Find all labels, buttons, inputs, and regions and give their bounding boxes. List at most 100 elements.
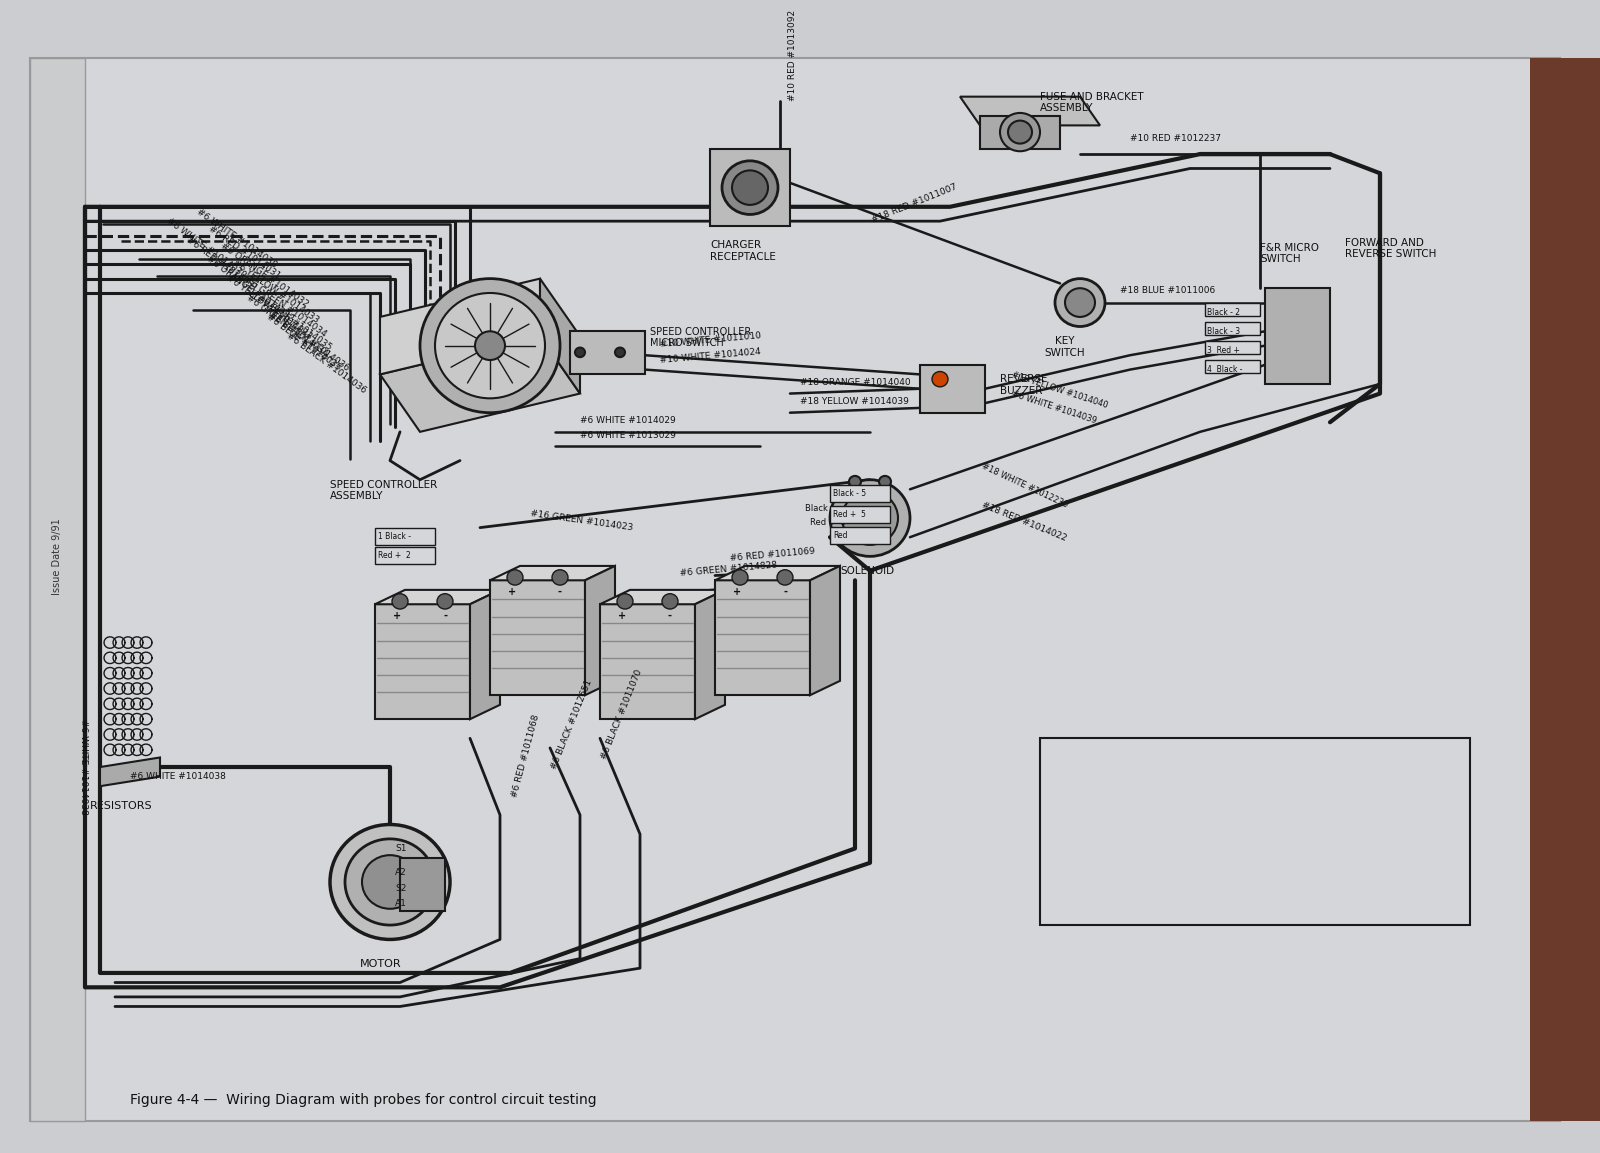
Text: Red: Red (834, 530, 848, 540)
Bar (1205, 360, 1261, 374)
Text: F&R MICRO
SWITCH: F&R MICRO SWITCH (1261, 242, 1318, 264)
Bar (1205, 341, 1261, 354)
Text: #6 WHITE #1014029: #6 WHITE #1014029 (579, 416, 675, 425)
Circle shape (1000, 113, 1040, 151)
Circle shape (722, 160, 778, 214)
Text: -: - (558, 587, 562, 597)
Text: 4  Black -: 4 Black - (1206, 366, 1243, 374)
Text: #6 BLACK #1014036: #6 BLACK #1014036 (285, 331, 368, 395)
Text: KEY
SWITCH: KEY SWITCH (1045, 336, 1085, 357)
Text: #6 ORANGE #1014032: #6 ORANGE #1014032 (219, 241, 310, 309)
Polygon shape (541, 279, 579, 393)
Text: #6 YELLOW #1014033: #6 YELLOW #1014033 (230, 258, 320, 325)
Polygon shape (715, 580, 810, 695)
Text: FORWARD AND
REVERSE SWITCH: FORWARD AND REVERSE SWITCH (1346, 238, 1437, 259)
Text: Vehicles with serial: Vehicles with serial (1106, 762, 1202, 773)
Polygon shape (490, 566, 614, 580)
Text: #6 WHITE #1013029: #6 WHITE #1013029 (579, 430, 675, 439)
Polygon shape (694, 590, 725, 719)
Text: #6 WHITE #1014038: #6 WHITE #1014038 (130, 771, 226, 781)
Text: #18 ORANGE #1014040: #18 ORANGE #1014040 (800, 378, 910, 387)
Text: 167515 have one additional: 167515 have one additional (1054, 808, 1192, 819)
Circle shape (733, 570, 749, 585)
Text: #6 GREEN #1014828: #6 GREEN #1014828 (680, 560, 778, 579)
Text: #10 RED #1013092: #10 RED #1013092 (787, 10, 797, 101)
Text: SOLENOID: SOLENOID (840, 566, 894, 576)
Circle shape (435, 293, 546, 398)
Polygon shape (381, 336, 579, 432)
Polygon shape (600, 590, 725, 604)
Text: #6 WHITE #1014039: #6 WHITE #1014039 (1010, 390, 1098, 425)
Polygon shape (490, 580, 586, 695)
Circle shape (662, 594, 678, 609)
Text: #6 RED #1011068: #6 RED #1011068 (510, 714, 541, 798)
Text: #6 RED #1011069: #6 RED #1011069 (730, 547, 814, 563)
Circle shape (475, 331, 506, 360)
Text: #10 WHITE #1011010: #10 WHITE #1011010 (659, 331, 762, 348)
Text: Red +  5: Red + 5 (810, 519, 846, 527)
Text: Figure 4-4 —  Wiring Diagram with probes for control circuit testing: Figure 4-4 — Wiring Diagram with probes … (130, 1093, 597, 1107)
Circle shape (618, 594, 634, 609)
Text: A2: A2 (395, 867, 406, 876)
Text: #6 RED #1014031: #6 RED #1014031 (206, 224, 282, 280)
Bar (1205, 322, 1261, 336)
Circle shape (330, 824, 450, 940)
Text: 3  Red +: 3 Red + (1206, 346, 1240, 355)
Text: Red +  2: Red + 2 (378, 551, 411, 560)
Text: #10 RED #1012237: #10 RED #1012237 (1130, 134, 1221, 143)
Polygon shape (810, 566, 840, 695)
Text: #16 GREEN #1014023: #16 GREEN #1014023 (530, 510, 634, 533)
Text: resistor as shown by the: resistor as shown by the (1054, 830, 1174, 841)
Polygon shape (470, 590, 499, 719)
Text: #6 BLUE #1014035: #6 BLUE #1014035 (264, 312, 342, 372)
Text: #6 GREEN #1014034: #6 GREEN #1014034 (245, 293, 330, 357)
Circle shape (1054, 279, 1106, 326)
Bar (1205, 302, 1261, 316)
Text: #6 ORANGE #1014032: #6 ORANGE #1014032 (205, 255, 294, 324)
Polygon shape (715, 566, 840, 580)
Text: CHARGER
RECEPTACLE: CHARGER RECEPTACLE (710, 240, 776, 262)
Text: +: + (618, 611, 626, 620)
Bar (1040, 738, 1470, 925)
Text: #6 GREEN #1014034: #6 GREEN #1014034 (243, 276, 328, 339)
Text: SPEED CONTROLLER
MICRO SWITCH: SPEED CONTROLLER MICRO SWITCH (650, 326, 752, 348)
Text: Black -: Black - (805, 504, 834, 513)
Circle shape (878, 476, 891, 488)
Polygon shape (960, 97, 1101, 126)
Polygon shape (381, 279, 541, 375)
Text: REVERSE
BUZZER: REVERSE BUZZER (1000, 375, 1048, 395)
Circle shape (574, 347, 586, 357)
Polygon shape (99, 758, 160, 786)
Text: 1 Black -: 1 Black - (378, 532, 411, 541)
Circle shape (778, 570, 794, 585)
Text: Issue Date 9/91: Issue Date 9/91 (51, 518, 62, 595)
Text: Black - 2: Black - 2 (1206, 308, 1240, 317)
Circle shape (552, 570, 568, 585)
Circle shape (850, 476, 861, 488)
Bar (570, 331, 645, 375)
Text: #18 BLUE #1011006: #18 BLUE #1011006 (1120, 286, 1216, 295)
Text: #6 BLACK #1011070: #6 BLACK #1011070 (600, 669, 645, 761)
Text: #6 BLACK #1014036: #6 BLACK #1014036 (267, 310, 350, 372)
Text: #6 WHITE #1014030: #6 WHITE #1014030 (165, 217, 248, 280)
Text: #6 BLUE #1014035: #6 BLUE #1014035 (254, 293, 333, 352)
Circle shape (830, 480, 910, 557)
Text: +: + (507, 587, 517, 597)
Polygon shape (600, 604, 694, 719)
Text: SPEED CONTROLLER
ASSEMBLY: SPEED CONTROLLER ASSEMBLY (330, 480, 437, 502)
Bar (830, 484, 890, 502)
Text: #6 WHITE #1014030: #6 WHITE #1014030 (195, 206, 278, 269)
Bar (374, 528, 435, 545)
Text: FUSE AND BRACKET
ASSEMBLY: FUSE AND BRACKET ASSEMBLY (1040, 92, 1144, 113)
Polygon shape (979, 115, 1059, 150)
Bar (920, 364, 986, 413)
Text: #6 RED #1014031: #6 RED #1014031 (184, 235, 259, 293)
Bar (30, 59, 85, 1122)
Bar (374, 547, 435, 564)
Text: -: - (669, 611, 672, 620)
Text: Black - 3: Black - 3 (1206, 326, 1240, 336)
Polygon shape (374, 590, 499, 604)
Text: #18 YELLOW #1014040: #18 YELLOW #1014040 (1010, 370, 1109, 410)
Text: #18 WHITE #1012230: #18 WHITE #1012230 (979, 462, 1069, 510)
Circle shape (419, 279, 560, 413)
